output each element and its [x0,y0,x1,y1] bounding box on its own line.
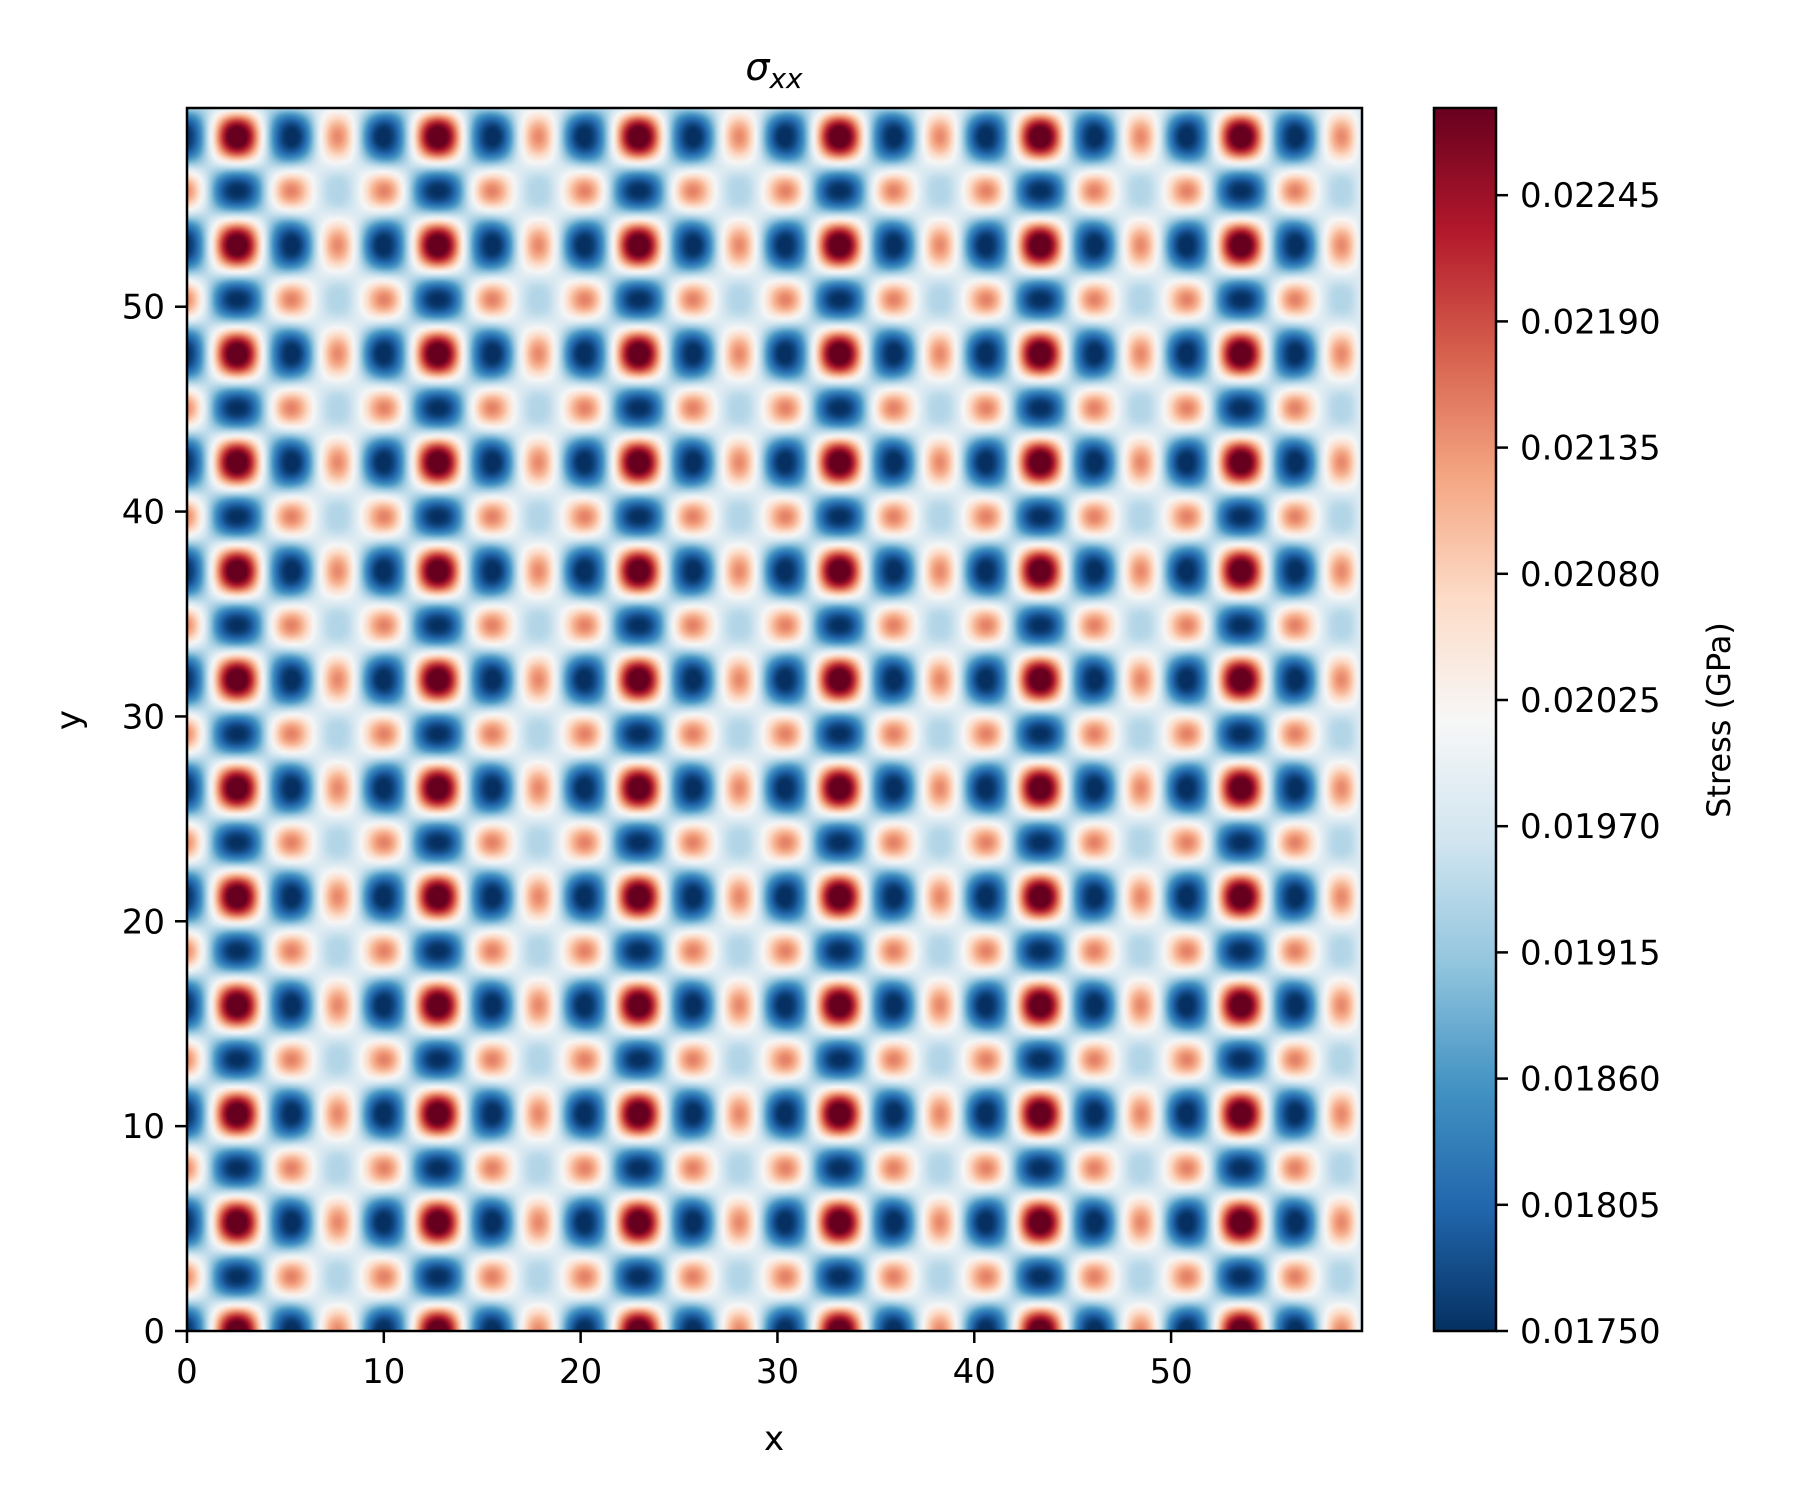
heatmap-area [187,108,1362,1331]
colorbar-tick-label: 0.02245 [1520,176,1661,216]
chart-title-subscript: xx [768,62,803,95]
y-tick-label: 0 [143,1312,165,1352]
y-tick-label: 20 [122,902,165,942]
colorbar-tick-label: 0.01750 [1520,1312,1661,1352]
colorbar-tick-label: 0.01970 [1520,807,1661,847]
plot-frame [185,106,1364,1333]
colorbar-ticks: 0.01750 0.01805 0.01860 0.01915 0.01970 0.020… [1496,176,1661,1352]
y-tick-label: 30 [122,697,165,737]
x-tick-label: 40 [953,1352,996,1392]
colorbar-tick-label: 0.01860 [1520,1060,1661,1100]
y-tick-label: 10 [122,1107,165,1147]
chart-title-main: σ [745,45,771,89]
heatmap-image [187,108,1362,1331]
x-tick-label: 50 [1149,1352,1192,1392]
colorbar-tick-label: 0.01915 [1520,933,1661,973]
colorbar-tick-label: 0.02080 [1520,555,1661,595]
chart-title: σxx [745,45,803,95]
x-tick-label: 10 [362,1352,405,1392]
x-tick-label: 20 [559,1352,602,1392]
x-tick-label: 0 [176,1352,198,1392]
colorbar-tick-label: 0.02025 [1520,681,1661,721]
y-axis-label: y [49,710,89,730]
x-tick-label: 30 [756,1352,799,1392]
colorbar-tick-label: 0.02135 [1520,429,1661,469]
colorbar [1432,106,1498,1333]
x-axis: 0 10 20 30 40 50 [176,1331,1193,1392]
colorbar-tick-label: 0.02190 [1520,302,1661,342]
x-axis-label: x [764,1419,784,1459]
colorbar-tick-label: 0.01805 [1520,1186,1661,1226]
y-tick-label: 40 [122,493,165,533]
colorbar-label: Stress (GPa) [1700,622,1738,818]
y-axis: 0 10 20 30 40 50 [122,288,187,1352]
y-tick-label: 50 [122,288,165,328]
